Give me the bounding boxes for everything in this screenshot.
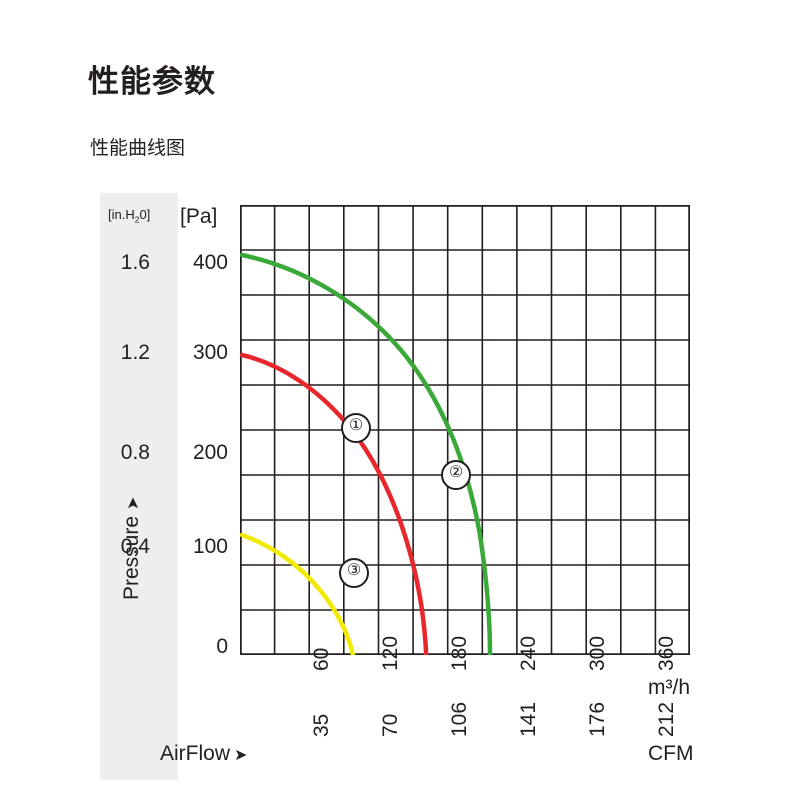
airflow-label-text: AirFlow — [160, 742, 231, 765]
axis-unit-inh2o-tail: 0] — [139, 207, 151, 222]
xtick-m3h-180: 180 — [448, 635, 471, 671]
xaxis-unit-m3h: m³/h — [648, 676, 690, 700]
ytick-inh2o-4: 0.4 — [120, 535, 150, 558]
chart-subtitle: 性能曲线图 — [90, 138, 186, 159]
axis-unit-inh2o-head: [in.H — [108, 207, 135, 222]
curve-badge-2: ② — [441, 460, 471, 490]
curve-badge-1: ① — [341, 413, 371, 443]
pressure-arrow-icon: ➤ — [125, 496, 142, 510]
xtick-m3h-360: 360 — [655, 635, 678, 671]
ytick-inh2o-2: 1.2 — [120, 341, 150, 364]
plot-svg — [240, 205, 690, 655]
xtick-m3h-120: 120 — [379, 635, 402, 671]
xtick-cfm-35: 35 — [310, 713, 333, 737]
ytick-pa-0: 0 — [216, 635, 228, 658]
ytick-inh2o-1: 1.6 — [120, 251, 150, 274]
airflow-arrow-icon: ➤ — [234, 747, 248, 764]
xtick-cfm-212: 212 — [655, 701, 678, 737]
ytick-pa-400: 400 — [192, 251, 228, 274]
xtick-cfm-70: 70 — [379, 713, 402, 737]
curve-series-2 — [240, 252, 493, 655]
page-title: 性能参数 — [88, 64, 216, 99]
ytick-pa-100: 100 — [192, 535, 228, 558]
yaxis-pressure-label: Pressure ➤ — [120, 497, 144, 600]
ytick-inh2o-3: 0.8 — [120, 441, 150, 464]
curve-series-1 — [240, 352, 429, 655]
xtick-m3h-240: 240 — [517, 635, 540, 671]
grid-horizontal — [240, 249, 690, 611]
axis-unit-inches-water: [in.H20] — [108, 207, 150, 225]
xaxis-unit-cfm: CFM — [648, 742, 694, 765]
axis-unit-inh2o-sub: 2 — [134, 214, 140, 225]
xtick-cfm-106: 106 — [448, 701, 471, 737]
xaxis-unit-m3h-text: m³/h — [648, 676, 690, 699]
airflow-axis-label: AirFlow ➤ — [160, 742, 247, 766]
performance-curve-plot — [240, 205, 690, 655]
ytick-pa-200: 200 — [192, 441, 228, 464]
axis-unit-pascal: [Pa] — [180, 205, 218, 228]
curve-series-3 — [240, 532, 356, 655]
xtick-cfm-176: 176 — [586, 701, 609, 737]
xtick-m3h-60: 60 — [310, 647, 333, 671]
xtick-cfm-141: 141 — [517, 701, 540, 737]
curve-badge-3: ③ — [339, 558, 369, 588]
ytick-pa-300: 300 — [192, 341, 228, 364]
pressure-label-text: Pressure — [120, 515, 143, 600]
xtick-m3h-300: 300 — [586, 635, 609, 671]
